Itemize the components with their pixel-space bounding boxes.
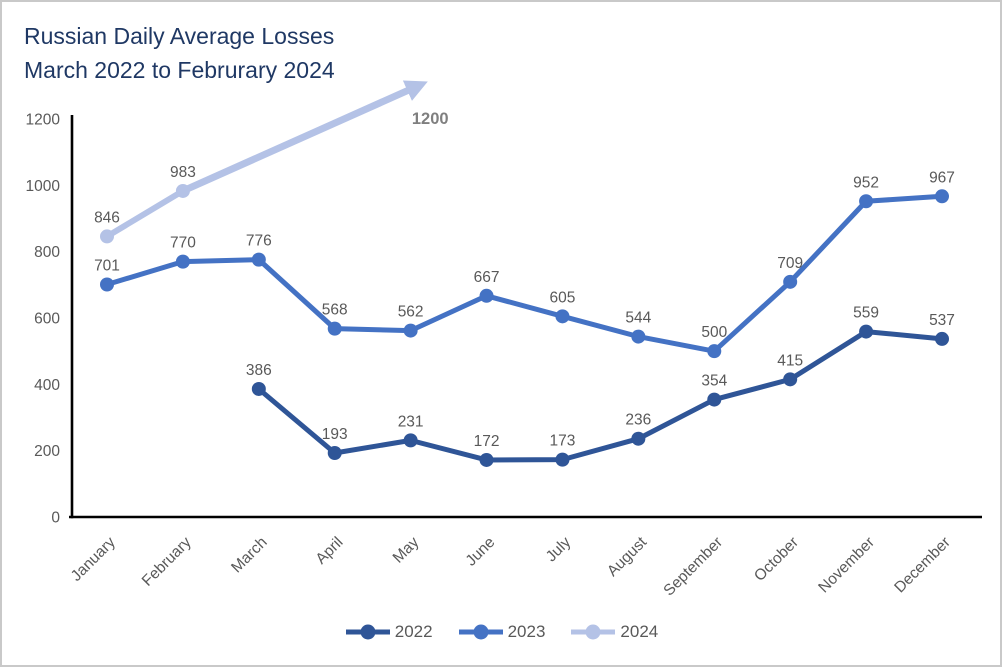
projection-arrow-2024 xyxy=(181,80,428,195)
series-2024-data-label: 846 xyxy=(94,209,120,226)
series-2023-data-label: 500 xyxy=(701,324,727,341)
series-2022-point xyxy=(783,372,798,387)
series-2022-data-label: 415 xyxy=(777,352,803,369)
series-2024-point xyxy=(175,183,190,198)
legend-label-2023: 2023 xyxy=(507,622,546,641)
series-2023-data-label: 667 xyxy=(474,269,500,286)
legend-item-2024: 2024 xyxy=(569,622,658,642)
series-2023-data-label: 952 xyxy=(853,174,879,191)
legend-label-2022: 2022 xyxy=(394,622,433,641)
series-2024-point xyxy=(100,229,114,244)
legend-swatch-2024-icon xyxy=(571,624,616,640)
series-2023-point xyxy=(327,321,342,336)
series-2022-point xyxy=(707,392,722,407)
series-2022-point xyxy=(251,381,266,396)
series-2023-data-label: 605 xyxy=(550,289,576,306)
x-axis-label: March xyxy=(228,534,270,576)
series-2023-point xyxy=(479,288,494,303)
y-tick-label: 400 xyxy=(34,377,60,394)
series-2022-data-label: 172 xyxy=(474,433,500,450)
x-axis-label: June xyxy=(463,534,499,570)
series-2022-point xyxy=(555,452,570,467)
x-axis-label: February xyxy=(139,534,195,590)
y-tick-label: 0 xyxy=(51,510,60,527)
series-2022-data-label: 231 xyxy=(398,413,424,430)
x-axis-label: July xyxy=(543,534,575,566)
series-2023-point xyxy=(175,254,190,269)
chart-title-line2: March 2022 to Februrary 2024 xyxy=(24,57,335,83)
series-2023-data-label: 701 xyxy=(94,258,120,275)
x-axis-label: September xyxy=(660,534,726,600)
series-2022-data-label: 173 xyxy=(550,433,576,450)
chart-title: Russian Daily Average Losses March 2022 … xyxy=(24,19,335,87)
series-2023-data-label: 709 xyxy=(777,255,803,272)
y-tick-label: 200 xyxy=(34,443,60,460)
series-2023-data-label: 967 xyxy=(929,169,955,186)
series-2022-point xyxy=(479,452,494,467)
y-tick-label: 600 xyxy=(34,311,60,328)
chart-legend: 2022 2023 2024 xyxy=(2,622,1000,642)
series-2024-line xyxy=(104,187,186,240)
legend-item-2023: 2023 xyxy=(457,622,546,642)
series-2022-data-label: 236 xyxy=(625,412,651,429)
series-2023-data-label: 770 xyxy=(170,235,196,252)
projection-label: 1200 xyxy=(412,110,449,128)
series-2023-point xyxy=(100,277,114,292)
series-2023-point xyxy=(935,189,949,204)
x-axis-label: October xyxy=(751,534,802,585)
legend-swatch-2023-icon xyxy=(458,624,503,640)
series-2022-data-label: 537 xyxy=(929,312,955,329)
series-2023-point xyxy=(783,274,798,289)
x-axis-label: January xyxy=(68,534,119,585)
x-axis-label: December xyxy=(891,534,954,597)
series-2023-data-label: 568 xyxy=(322,302,348,319)
series-2023-point xyxy=(555,309,570,324)
series-2023-data-label: 562 xyxy=(398,304,424,321)
series-2022-data-label: 559 xyxy=(853,305,879,322)
x-axis-label: May xyxy=(390,534,423,567)
series-2022-data-label: 386 xyxy=(246,362,272,379)
series-2022-data-label: 193 xyxy=(322,426,348,443)
chart-title-line1: Russian Daily Average Losses xyxy=(24,23,335,49)
series-2024-data-label: 983 xyxy=(170,164,196,181)
series-2023-data-label: 776 xyxy=(246,233,272,250)
y-tick-label: 800 xyxy=(34,244,60,261)
series-2022-point xyxy=(631,431,646,446)
series-2023-point xyxy=(707,344,722,359)
series-2023-line xyxy=(104,193,945,354)
series-2023-point xyxy=(251,252,266,267)
series-2023-point xyxy=(631,329,646,344)
series-2022-line xyxy=(256,329,945,463)
legend-swatch-2022-icon xyxy=(345,624,390,640)
y-tick-label: 1200 xyxy=(26,112,61,129)
series-2023-point xyxy=(859,194,874,209)
series-2022-point xyxy=(403,433,418,448)
y-tick-label: 1000 xyxy=(26,178,61,195)
x-axis-label: August xyxy=(604,533,651,580)
x-axis-label: April xyxy=(313,534,347,568)
series-2022-point xyxy=(327,445,342,460)
series-2023-point xyxy=(403,323,418,338)
x-axis-label: November xyxy=(815,534,878,597)
legend-label-2024: 2024 xyxy=(620,622,659,641)
series-2022-point xyxy=(859,324,874,339)
legend-item-2022: 2022 xyxy=(344,622,433,642)
series-2022-data-label: 354 xyxy=(701,373,727,390)
series-2022-point xyxy=(935,331,949,346)
series-2023-data-label: 544 xyxy=(625,310,651,327)
